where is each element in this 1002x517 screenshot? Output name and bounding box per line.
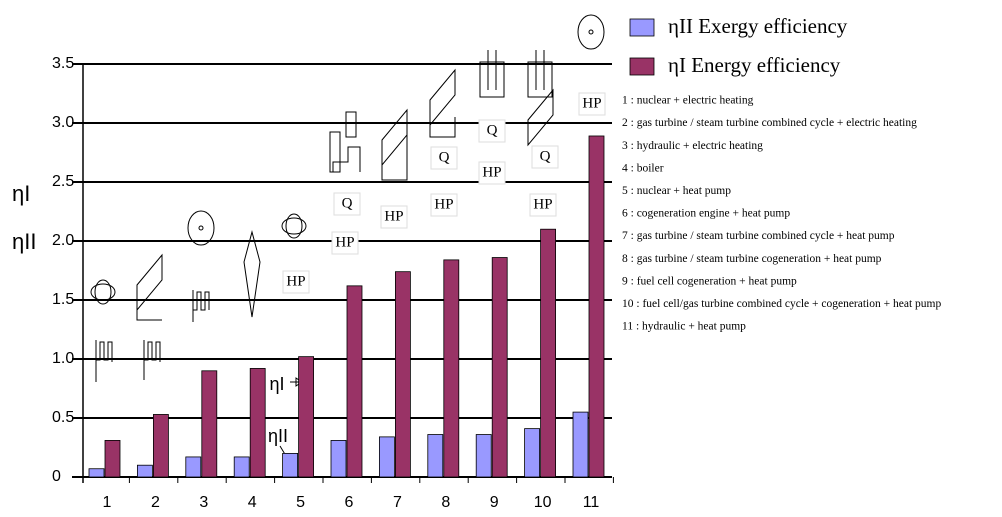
y-tick-label: 1.0	[52, 350, 74, 367]
annotation: HP	[582, 95, 601, 111]
bar	[331, 440, 346, 477]
annotation: HP	[384, 208, 403, 224]
note: 11 : hydraulic + heat pump	[622, 321, 746, 333]
bar	[476, 435, 491, 477]
legend-label: ηI Energy efficiency	[668, 53, 841, 77]
annotation: HP	[533, 196, 552, 212]
bar	[153, 414, 168, 477]
bar	[379, 437, 394, 477]
bar	[347, 286, 362, 477]
note: 6 : cogeneration engine + heat pump	[622, 208, 790, 220]
y-tick-label: 3.0	[52, 114, 74, 131]
x-tick-label: 3	[199, 494, 208, 511]
note: 7 : gas turbine / steam turbine combined…	[622, 230, 895, 242]
note: 10 : fuel cell/gas turbine combined cycl…	[622, 298, 941, 310]
bar	[395, 272, 410, 477]
annotation: Q	[487, 122, 498, 138]
note: 9 : fuel cell cogeneration + heat pump	[622, 275, 797, 287]
annotation: Q	[342, 195, 353, 211]
y-axis-label: ηI	[12, 181, 30, 206]
x-tick-label: 4	[248, 494, 257, 511]
annotation: HP	[482, 164, 501, 180]
x-tick-label: 9	[490, 494, 499, 511]
x-tick-label: 5	[296, 494, 305, 511]
y-tick-label: 2.5	[52, 173, 74, 190]
y-tick-label: 0.5	[52, 409, 74, 426]
note: 1 : nuclear + electric heating	[622, 95, 754, 107]
bar	[89, 469, 104, 477]
y-tick-label: 2.0	[52, 232, 74, 249]
annotation: ηI	[269, 374, 284, 394]
x-tick-label: 6	[345, 494, 354, 511]
annotation: HP	[335, 234, 354, 250]
x-tick-label: 2	[151, 494, 160, 511]
note: 3 : hydraulic + electric heating	[622, 140, 763, 152]
annotation: ηII	[268, 426, 288, 446]
note: 5 : nuclear + heat pump	[622, 185, 731, 197]
bar	[428, 435, 443, 477]
bar	[573, 412, 588, 477]
x-tick-label: 8	[441, 494, 450, 511]
bar	[234, 457, 249, 477]
note: 4 : boiler	[622, 162, 664, 174]
y-tick-label: 3.5	[52, 55, 74, 72]
note: 2 : gas turbine / steam turbine combined…	[622, 117, 917, 129]
bar	[186, 457, 201, 477]
legend-label: ηII Exergy efficiency	[668, 14, 848, 38]
x-tick-label: 10	[534, 494, 552, 511]
bar	[202, 371, 217, 477]
annotation: HP	[434, 196, 453, 212]
x-tick-label: 7	[393, 494, 402, 511]
note: 8 : gas turbine / steam turbine cogenera…	[622, 253, 882, 265]
legend-swatch	[630, 58, 654, 75]
bar	[250, 368, 265, 477]
bar	[105, 440, 120, 477]
bar	[589, 136, 604, 477]
y-axis-label: ηII	[12, 229, 36, 254]
x-tick-label: 11	[583, 494, 600, 511]
annotation: HP	[286, 273, 305, 289]
bar	[492, 258, 507, 477]
x-tick-label: 1	[103, 494, 112, 511]
annotation: Q	[540, 148, 551, 164]
y-tick-label: 0	[52, 468, 61, 485]
bar	[444, 260, 459, 477]
bar	[525, 429, 540, 477]
bar	[299, 357, 314, 477]
legend-swatch	[630, 19, 654, 36]
y-tick-label: 1.5	[52, 291, 74, 308]
chart: 0 0.5 1.0 1.5 2.0 2.5 3.0 3.5 ηI ηII 1 2 3 4 5 6 7 8 9 10 11…	[0, 0, 1002, 517]
annotation: Q	[439, 149, 450, 165]
bar	[283, 453, 298, 477]
bar	[137, 465, 152, 477]
bar	[541, 229, 556, 477]
